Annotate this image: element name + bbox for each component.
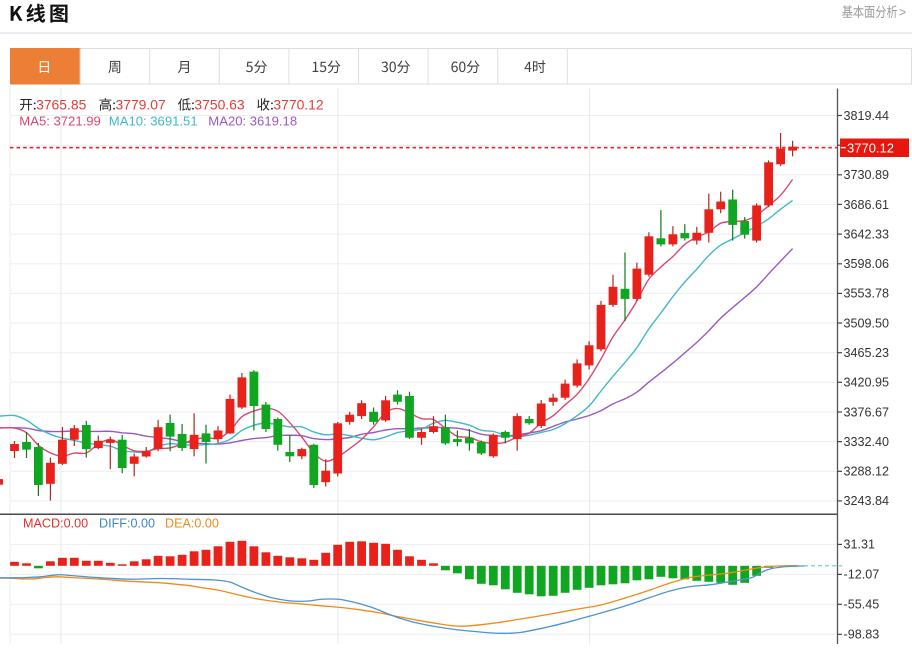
svg-text:3332.40: 3332.40	[844, 435, 890, 449]
svg-text:3730.89: 3730.89	[844, 168, 890, 182]
svg-text:3770.12: 3770.12	[847, 140, 894, 155]
svg-text:-98.83: -98.83	[844, 628, 880, 642]
svg-text:3686.61: 3686.61	[844, 198, 890, 212]
svg-text:3598.06: 3598.06	[844, 257, 890, 271]
svg-text:MA20: 3619.18: MA20: 3619.18	[208, 113, 297, 128]
svg-text:3465.23: 3465.23	[844, 346, 890, 360]
svg-text:DEA:0.00: DEA:0.00	[165, 517, 219, 531]
svg-text:3509.50: 3509.50	[844, 316, 890, 330]
svg-text:MA10: 3691.51: MA10: 3691.51	[109, 113, 198, 128]
svg-text:DIFF:0.00: DIFF:0.00	[99, 517, 155, 531]
svg-text:3770.12: 3770.12	[273, 97, 323, 113]
svg-text:MACD:0.00: MACD:0.00	[23, 517, 88, 531]
svg-text:3819.44: 3819.44	[844, 109, 890, 123]
svg-text:-55.45: -55.45	[844, 598, 880, 612]
svg-text:MA5: 3721.99: MA5: 3721.99	[19, 113, 101, 128]
svg-text:3376.67: 3376.67	[844, 405, 890, 419]
svg-text:3553.78: 3553.78	[844, 287, 890, 301]
svg-text:3288.12: 3288.12	[844, 465, 890, 479]
svg-text:3779.07: 3779.07	[116, 97, 166, 113]
svg-text:3420.95: 3420.95	[844, 376, 890, 390]
svg-text:-12.07: -12.07	[844, 568, 880, 582]
svg-text:31.31: 31.31	[844, 538, 876, 552]
svg-text:>: >	[899, 6, 906, 20]
svg-text:3750.63: 3750.63	[194, 97, 244, 113]
svg-text:3642.33: 3642.33	[844, 227, 890, 241]
svg-text:3765.85: 3765.85	[36, 97, 86, 113]
svg-text:3243.84: 3243.84	[844, 494, 890, 508]
